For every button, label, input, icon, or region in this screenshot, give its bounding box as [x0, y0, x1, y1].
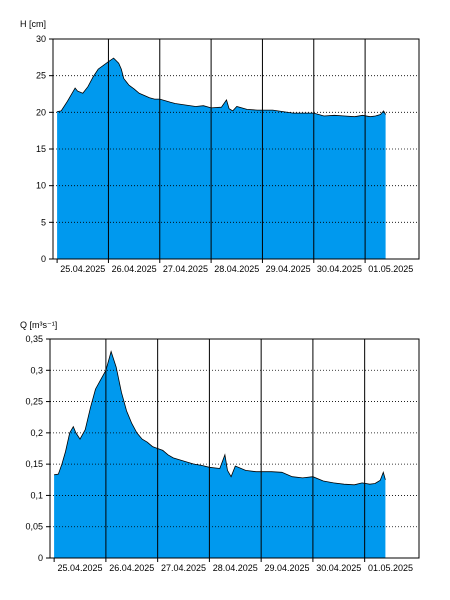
y-axis-label: H [cm]	[20, 19, 46, 29]
x-tick-label: 25.04.2025	[60, 264, 105, 274]
series-area	[54, 351, 386, 558]
y-tick-label: 0,35	[25, 334, 43, 344]
y-tick-label: 0	[38, 553, 43, 563]
x-tick-label: 01.05.2025	[368, 264, 413, 274]
x-tick-label: 27.04.2025	[163, 264, 208, 274]
water-level-plot: 0 5 10 15 20 25 30 25.04.2025 26.04.2025 27.04.20…	[36, 34, 420, 274]
y-tick-label: 0,15	[25, 459, 43, 469]
y-tick-label: 0,05	[25, 522, 43, 532]
x-tick-label: 25.04.2025	[57, 563, 102, 573]
y-tick-label: 0,1	[30, 490, 43, 500]
x-tick-label: 26.04.2025	[112, 264, 157, 274]
y-axis-label: Q [m³s⁻¹]	[20, 320, 58, 330]
y-tick-label: 0,3	[30, 365, 43, 375]
y-tick-label: 25	[36, 71, 46, 81]
x-tick-label: 30.04.2025	[317, 264, 362, 274]
x-tick-label: 30.04.2025	[316, 563, 361, 573]
x-tick-label: 29.04.2025	[265, 563, 310, 573]
x-tick-label: 28.04.2025	[214, 264, 259, 274]
y-tick-label: 10	[36, 181, 46, 191]
discharge-plot: 0 0,05 0,1 0,15 0,2 0,25 0,3 0,35 25.04.2025 26.0…	[25, 334, 420, 573]
y-tick-label: 20	[36, 107, 46, 117]
x-tick-label: 26.04.2025	[109, 563, 154, 573]
discharge-chart: Q [m³s⁻¹] 0 0,05 0,1 0,15 0,2 0,25 0,3 0,35 25.0…	[0, 300, 450, 600]
series-area	[57, 58, 386, 259]
y-tick-label: 0	[41, 254, 46, 264]
y-tick-label: 5	[41, 217, 46, 227]
x-tick-label: 28.04.2025	[213, 563, 258, 573]
plot-frame	[49, 338, 420, 559]
series-line	[54, 350, 386, 486]
x-tick-label: 29.04.2025	[266, 264, 311, 274]
y-tick-label: 0,2	[30, 428, 43, 438]
y-tick-label: 0,25	[25, 397, 43, 407]
series-line	[57, 57, 386, 118]
plot-frame	[52, 38, 420, 260]
x-tick-label: 01.05.2025	[368, 563, 413, 573]
x-tick-label: 27.04.2025	[161, 563, 206, 573]
water-level-chart: H [cm] 0 5 10 15 20 25 30 25.04.2025 26.04.2025 2…	[0, 0, 450, 290]
y-tick-label: 30	[36, 34, 46, 44]
y-tick-label: 15	[36, 144, 46, 154]
